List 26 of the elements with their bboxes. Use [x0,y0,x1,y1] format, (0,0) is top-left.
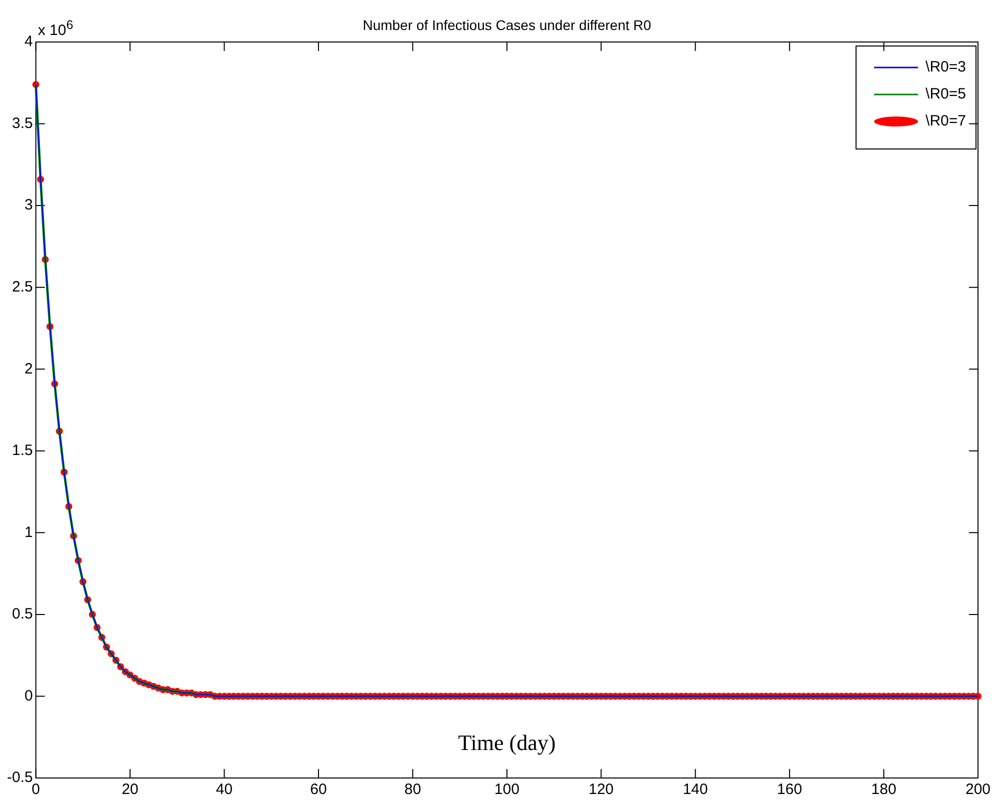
x-tick-label: 200 [965,781,991,798]
y-tick-label: 0.5 [12,606,33,623]
chart-title: Number of Infectious Cases under different R0 [362,17,652,33]
y-tick-label: 4 [24,33,33,50]
y-tick-label: 2 [24,360,33,378]
x-tick-label: 180 [871,781,896,798]
y-tick-label: 1 [24,524,33,541]
y-tick-label: -0.5 [6,769,33,786]
y-tick-label: 3.5 [12,114,33,132]
x-tick-label: 60 [310,781,327,798]
x-tick-label: 20 [122,781,138,798]
legend-label: \R0=3 [926,58,966,76]
text: x 10$^{6}$ [38,18,74,39]
x-tick-label: 40 [216,781,233,798]
y-tick-label: 3 [24,196,33,214]
x-tick-label: 80 [404,781,422,798]
x-axis-title: Time (day) [458,730,556,755]
y-tick-label: 0 [24,687,33,704]
y-tick-label: 1.5 [12,442,33,460]
x-tick-label: 120 [588,781,614,798]
legend-label: \R0=5 [926,86,966,103]
x-tick-label: 140 [682,781,708,798]
x-tick-label: 100 [494,781,520,798]
y-tick-label: 2.5 [12,278,33,296]
legend-label: \R0=7 [926,112,966,130]
x-tick-label: 160 [777,781,802,798]
